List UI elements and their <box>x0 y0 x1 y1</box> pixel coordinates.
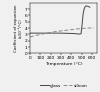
glass <box>35 33 36 34</box>
silicon <box>29 36 31 37</box>
glass <box>84 6 86 7</box>
silicon <box>50 32 51 33</box>
silicon <box>81 28 82 29</box>
silicon <box>86 28 87 29</box>
silicon <box>55 31 56 32</box>
silicon <box>60 30 62 31</box>
X-axis label: Temperature (°C): Temperature (°C) <box>45 62 82 66</box>
Legend: glass, silicon: glass, silicon <box>38 82 89 90</box>
glass <box>71 33 72 34</box>
glass <box>84 9 85 10</box>
glass <box>60 33 62 34</box>
glass <box>82 14 84 15</box>
Line: silicon: silicon <box>30 28 94 37</box>
silicon <box>45 33 46 34</box>
glass <box>87 6 88 7</box>
glass <box>79 33 80 35</box>
silicon <box>35 35 36 36</box>
glass <box>89 7 90 8</box>
silicon <box>71 29 72 30</box>
silicon <box>93 27 94 28</box>
glass <box>82 24 83 25</box>
silicon <box>66 30 67 31</box>
glass <box>76 33 77 34</box>
glass <box>86 5 87 6</box>
glass <box>29 33 31 34</box>
silicon <box>76 28 77 30</box>
glass <box>40 33 41 34</box>
glass <box>50 33 51 34</box>
silicon <box>40 34 41 35</box>
Y-axis label: Coefficient of expansion
(x10⁻⁶/°C): Coefficient of expansion (x10⁻⁶/°C) <box>14 4 23 52</box>
Line: glass: glass <box>30 6 90 34</box>
glass <box>80 33 82 34</box>
